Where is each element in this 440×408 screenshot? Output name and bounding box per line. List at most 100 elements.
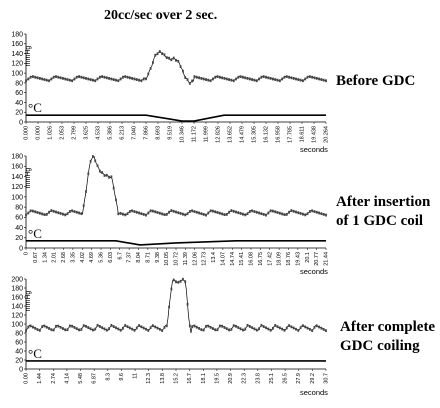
pressure-point [209,79,212,83]
pressure-point [138,324,140,327]
x-tick-label: 2.799 [72,126,78,140]
pressure-point [195,325,198,329]
pressure-point [68,210,71,213]
pressure-point [207,324,210,328]
pressure-point [311,75,314,79]
pressure-point [29,324,32,328]
pressure-point [96,164,99,168]
pressure-point [195,75,198,79]
pressure-point [232,79,235,83]
pressure-point [322,328,325,331]
pressure-point [96,77,99,81]
pressure-point [82,76,85,80]
pressure-point [124,324,127,327]
pressure-point [57,324,60,328]
x-tick-label: 14.479 [240,126,246,143]
x-tick-label: 22.3 [242,373,248,384]
pressure-point [135,78,138,81]
pressure-point [71,209,74,213]
pressure-point [304,325,307,329]
x-tick-label: 6.213 [120,126,126,140]
y-tick-label: 140 [11,174,23,181]
x-tick-label: 26.5 [283,373,289,384]
pressure-point [214,210,217,214]
x-tick-label: 20.1 [305,252,311,263]
pressure-point [260,323,263,327]
pressure-point [299,326,302,330]
x-tick-label: 8.71 [145,252,151,263]
pressure-point [82,324,85,328]
pressure-point [200,212,203,216]
pressure-point [258,211,260,215]
pressure-point [209,325,212,329]
pressure-point [237,75,240,79]
y-tick-label: 80 [15,330,23,337]
pressure-point [223,213,226,217]
pressure-point [117,212,120,216]
panel-label-before-gdc: Before GDC [336,73,416,89]
pressure-point [147,72,150,76]
pressure-point [315,210,318,214]
x-tick-label: 16.75 [258,252,264,266]
pressure-point [283,75,286,79]
pressure-point [248,77,251,81]
x-tick-label: 23.8 [255,373,261,384]
x-tick-label: 18.09 [277,252,283,266]
y-tick-label: 180 [11,31,23,38]
y-tick-label: 140 [11,51,23,58]
pressure-point [126,325,129,329]
pressure-point [288,324,290,327]
pressure-point [218,75,221,79]
pressure-point [304,77,307,81]
pressure-point [34,326,37,330]
pressure-point [89,327,92,331]
pressure-point [161,52,164,56]
pressure-point [66,212,69,216]
pressure-point [235,210,237,214]
pressure-point [73,210,76,213]
pressure-point [36,328,39,331]
pressure-point [147,211,150,215]
pressure-point [142,212,145,216]
y-tick-label: 60 [15,90,23,97]
pressure-point [207,78,210,82]
pressure-point [225,327,228,331]
pressure-point [78,211,80,215]
pressure-point [133,210,136,213]
pressure-point [165,324,168,328]
pressure-point [292,326,295,330]
x-tick-label: 0 [24,252,30,255]
pressure-point [248,325,251,328]
y-axis-label: mmHg [25,168,32,189]
pressure-point [152,61,154,64]
x-tick-label: 9.6 [119,373,125,381]
y-tick-label: 40 [15,348,23,355]
pressure-point [105,173,108,177]
pressure-point [175,210,177,214]
pressure-point [138,78,140,82]
x-tick-label: 16.7 [187,373,193,384]
pressure-point [188,324,191,328]
x-tick-label: 9.519 [168,126,174,140]
pressure-point [202,328,205,332]
pressure-point [32,325,34,329]
pressure-point [175,58,177,62]
y-tick-label: 100 [11,194,23,201]
pressure-point [149,66,152,70]
y-tick-label: 20 [15,357,23,364]
pressure-point [27,77,30,81]
pressure-point [156,52,159,56]
y-tick-label: 160 [11,164,23,171]
pressure-point [186,78,189,82]
x-tick-label: 19.5 [214,373,220,384]
pressure-point [311,209,314,213]
pressure-point [212,209,214,213]
pressure-point [32,209,34,213]
pressure-point [225,212,228,216]
x-axis-label: seconds [300,267,328,276]
x-tick-label: 12.73 [202,252,208,266]
pressure-point [262,75,265,79]
pressure-point [41,212,44,216]
pressure-point [265,213,267,217]
pressure-point [228,210,230,214]
